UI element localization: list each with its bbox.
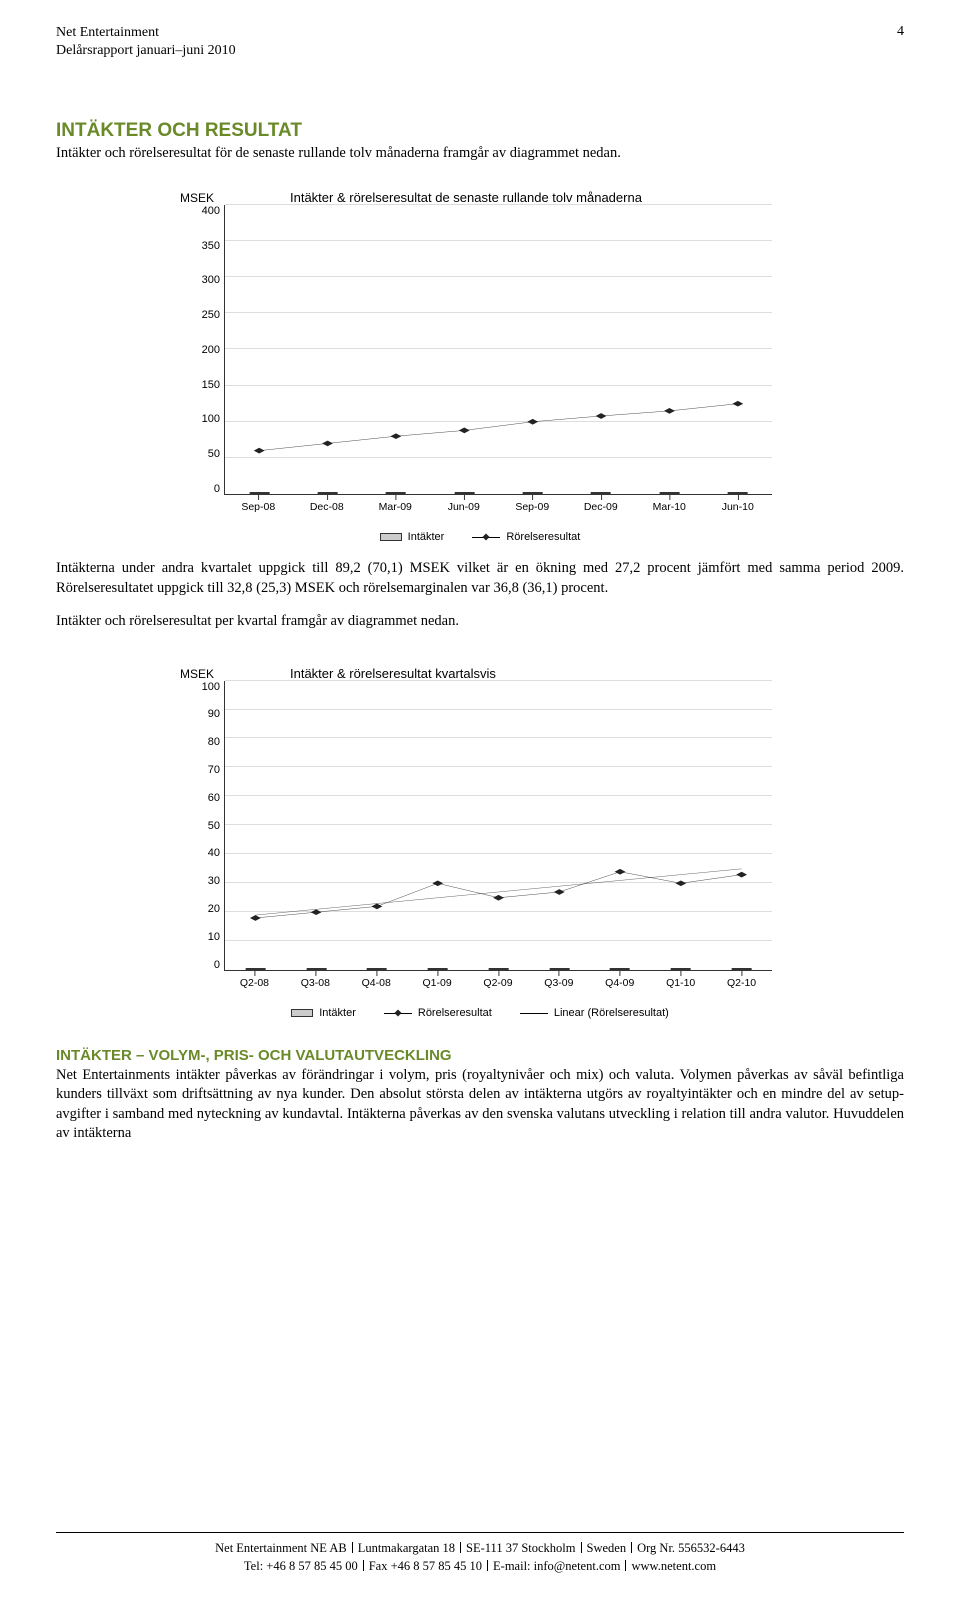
x-tick: Q1-10 — [666, 977, 695, 989]
x-tick: Jun-10 — [722, 501, 754, 513]
x-tick: Q4-08 — [362, 977, 391, 989]
legend-label: Rörelseresultat — [418, 1007, 492, 1019]
trend-swatch — [520, 1008, 548, 1018]
legend-label: Intäkter — [408, 531, 445, 543]
x-tick: Q1-09 — [423, 977, 452, 989]
legend-label: Rörelseresultat — [506, 531, 580, 543]
chart2-legend: Intäkter Rörelseresultat Linear (Rörelse… — [180, 1007, 780, 1019]
legend-label: Intäkter — [319, 1007, 356, 1019]
x-tick: Mar-10 — [653, 501, 686, 513]
section-2-heading: INTÄKTER – VOLYM-, PRIS- OCH VALUTAUTVEC… — [56, 1047, 904, 1064]
page-footer: Net Entertainment NE ABLuntmakargatan 18… — [56, 1532, 904, 1575]
chart1-legend-line: Rörelseresultat — [472, 531, 580, 543]
x-tick: Dec-09 — [584, 501, 618, 513]
x-tick: Sep-09 — [515, 501, 549, 513]
x-tick: Q2-08 — [240, 977, 269, 989]
chart1-ylabel: MSEK — [180, 191, 230, 205]
x-tick: Q3-08 — [301, 977, 330, 989]
chart-quarterly: MSEK Intäkter & rörelseresultat kvartals… — [180, 666, 780, 1019]
chart2-legend-line: Rörelseresultat — [384, 1007, 492, 1019]
chart1-legend: Intäkter Rörelseresultat — [180, 531, 780, 543]
bar-swatch — [291, 1009, 313, 1017]
chart1-legend-bar: Intäkter — [380, 531, 445, 543]
x-tick: Q2-10 — [727, 977, 756, 989]
chart2-plot: 1009080706050403020100Q2-08Q3-08Q4-08Q1-… — [180, 681, 780, 1001]
header-report-line: Delårsrapport januari–juni 2010 — [56, 42, 904, 60]
mid-para-1: Intäkterna under andra kvartalet uppgick… — [56, 559, 904, 598]
line-swatch — [472, 532, 500, 542]
chart-rolling-12m: MSEK Intäkter & rörelseresultat de senas… — [180, 190, 780, 543]
chart2-ylabel: MSEK — [180, 667, 230, 681]
x-tick: Jun-09 — [448, 501, 480, 513]
footer-line-1: Net Entertainment NE ABLuntmakargatan 18… — [56, 1539, 904, 1557]
mid-para-2: Intäkter och rörelseresultat per kvartal… — [56, 612, 904, 632]
x-tick: Q2-09 — [483, 977, 512, 989]
bar-swatch — [380, 533, 402, 541]
x-tick: Q3-09 — [544, 977, 573, 989]
chart1-title: Intäkter & rörelseresultat de senaste ru… — [290, 190, 642, 205]
x-tick: Dec-08 — [310, 501, 344, 513]
legend-label: Linear (Rörelseresultat) — [554, 1007, 669, 1019]
x-tick: Mar-09 — [379, 501, 412, 513]
page-number: 4 — [897, 24, 904, 40]
chart2-legend-bar: Intäkter — [291, 1007, 356, 1019]
line-swatch — [384, 1008, 412, 1018]
section-2-body: Net Entertainments intäkter påverkas av … — [56, 1066, 904, 1144]
x-tick: Sep-08 — [241, 501, 275, 513]
header-company: Net Entertainment — [56, 24, 904, 42]
footer-line-2: Tel: +46 8 57 85 45 00Fax +46 8 57 85 45… — [56, 1557, 904, 1575]
chart2-legend-trend: Linear (Rörelseresultat) — [520, 1007, 669, 1019]
chart1-plot: 400350300250200150100500Sep-08Dec-08Mar-… — [180, 205, 780, 525]
chart2-title: Intäkter & rörelseresultat kvartalsvis — [290, 666, 496, 681]
x-tick: Q4-09 — [605, 977, 634, 989]
section-1-heading: INTÄKTER OCH RESULTAT — [56, 120, 904, 142]
section-1-intro: Intäkter och rörelseresultat för de sena… — [56, 144, 904, 164]
